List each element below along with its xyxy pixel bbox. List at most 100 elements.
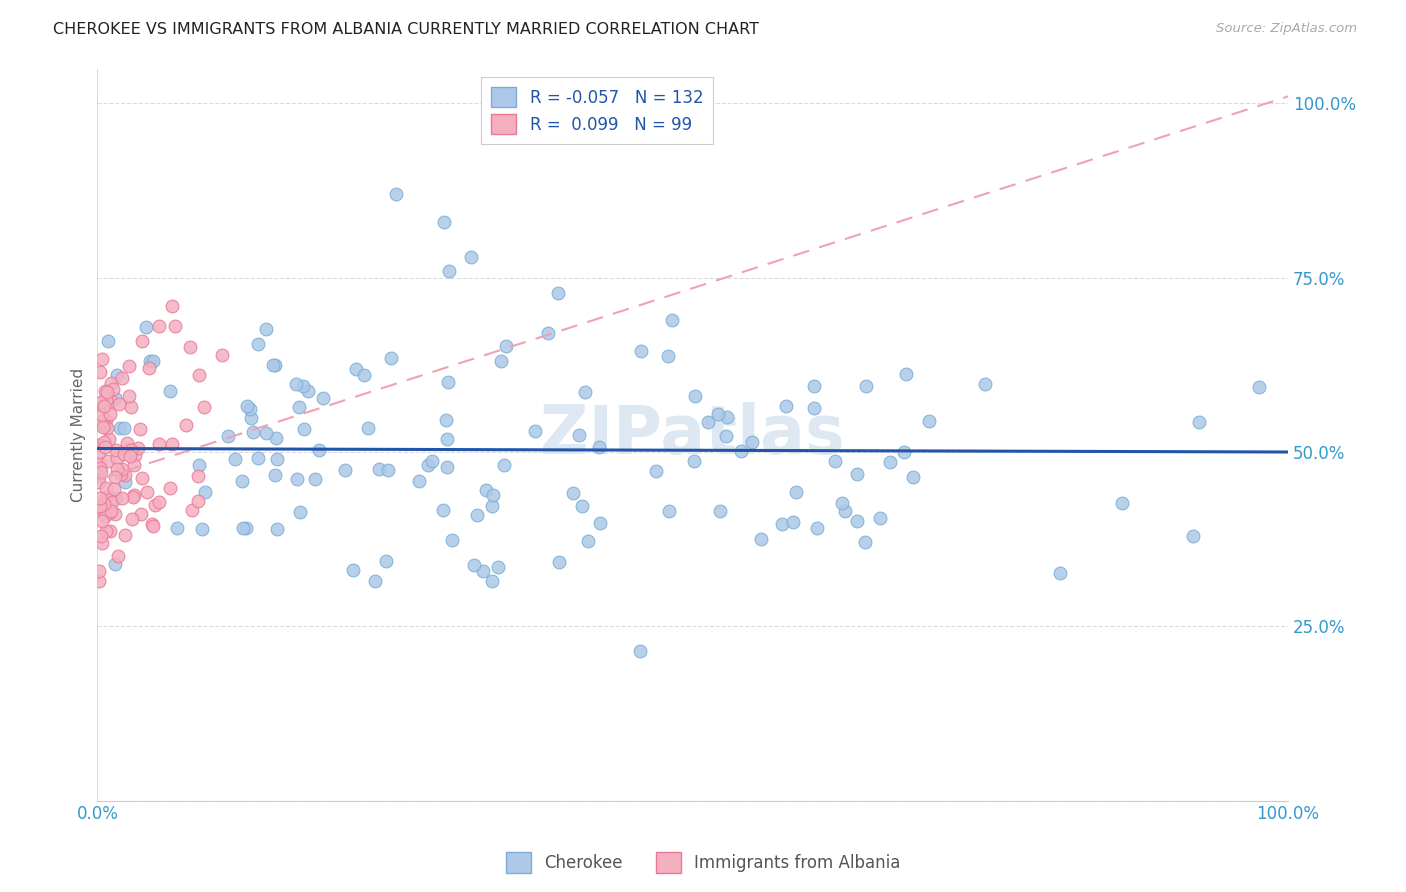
Point — [262, 358, 284, 372]
Point — [129, 422, 152, 436]
Point — [104, 507, 127, 521]
Point — [658, 504, 681, 518]
Point — [89, 396, 111, 410]
Point — [93, 400, 115, 414]
Point — [367, 462, 389, 476]
Point — [903, 470, 925, 484]
Point — [628, 643, 651, 657]
Point — [232, 521, 254, 535]
Point — [90, 413, 112, 427]
Point — [105, 368, 128, 382]
Point — [121, 512, 143, 526]
Point — [416, 458, 439, 472]
Point — [308, 442, 330, 457]
Point — [1049, 566, 1071, 580]
Point — [87, 437, 110, 451]
Point — [548, 556, 571, 570]
Point — [105, 451, 128, 466]
Point — [174, 418, 197, 433]
Point — [247, 336, 270, 351]
Point — [294, 422, 316, 436]
Point — [110, 467, 132, 481]
Point — [90, 395, 112, 409]
Point — [124, 488, 146, 502]
Point — [104, 443, 127, 458]
Point — [657, 349, 679, 363]
Point — [741, 435, 763, 450]
Point — [112, 421, 135, 435]
Point — [120, 442, 142, 457]
Point — [434, 413, 457, 427]
Point — [166, 520, 188, 534]
Point — [138, 354, 160, 368]
Point — [266, 452, 288, 467]
Point — [288, 400, 311, 414]
Point — [110, 462, 132, 476]
Point — [136, 485, 159, 500]
Point — [98, 407, 121, 421]
Point — [576, 533, 599, 548]
Point — [91, 352, 114, 367]
Point — [148, 437, 170, 451]
Point — [94, 440, 117, 454]
Point — [682, 454, 704, 468]
Point — [103, 482, 125, 496]
Point — [353, 368, 375, 383]
Point — [179, 340, 201, 354]
Point — [97, 432, 120, 446]
Point — [460, 250, 482, 264]
Point — [160, 436, 183, 450]
Point — [89, 365, 111, 379]
Legend: Cherokee, Immigrants from Albania: Cherokee, Immigrants from Albania — [499, 846, 907, 880]
Point — [224, 452, 246, 467]
Point — [94, 384, 117, 398]
Point — [120, 400, 142, 414]
Point — [118, 359, 141, 373]
Point — [297, 384, 319, 399]
Point — [98, 524, 121, 539]
Point — [87, 564, 110, 578]
Point — [436, 432, 458, 446]
Point — [112, 447, 135, 461]
Point — [571, 499, 593, 513]
Point — [342, 564, 364, 578]
Point — [973, 377, 995, 392]
Point — [131, 334, 153, 349]
Point — [1111, 496, 1133, 510]
Point — [211, 348, 233, 362]
Point — [1249, 380, 1271, 394]
Point — [131, 507, 153, 521]
Point — [1188, 415, 1211, 429]
Point — [104, 391, 127, 405]
Point — [91, 408, 114, 422]
Point — [782, 515, 804, 529]
Point — [100, 376, 122, 391]
Point — [87, 475, 110, 490]
Point — [235, 521, 257, 535]
Point — [242, 425, 264, 439]
Text: CHEROKEE VS IMMIGRANTS FROM ALBANIA CURRENTLY MARRIED CORRELATION CHART: CHEROKEE VS IMMIGRANTS FROM ALBANIA CURR… — [53, 22, 759, 37]
Point — [1181, 529, 1204, 543]
Point — [138, 361, 160, 376]
Point — [709, 504, 731, 518]
Point — [96, 412, 118, 426]
Point — [87, 456, 110, 470]
Point — [89, 468, 111, 483]
Point — [264, 359, 287, 373]
Point — [482, 488, 505, 502]
Point — [475, 483, 498, 498]
Point — [231, 475, 253, 489]
Point — [117, 442, 139, 456]
Point — [437, 376, 460, 390]
Point — [96, 385, 118, 400]
Point — [89, 574, 111, 588]
Point — [432, 503, 454, 517]
Point — [127, 441, 149, 455]
Point — [834, 504, 856, 518]
Point — [440, 533, 463, 548]
Point — [90, 465, 112, 479]
Point — [89, 491, 111, 506]
Point — [292, 378, 315, 392]
Point — [89, 500, 111, 514]
Point — [94, 481, 117, 495]
